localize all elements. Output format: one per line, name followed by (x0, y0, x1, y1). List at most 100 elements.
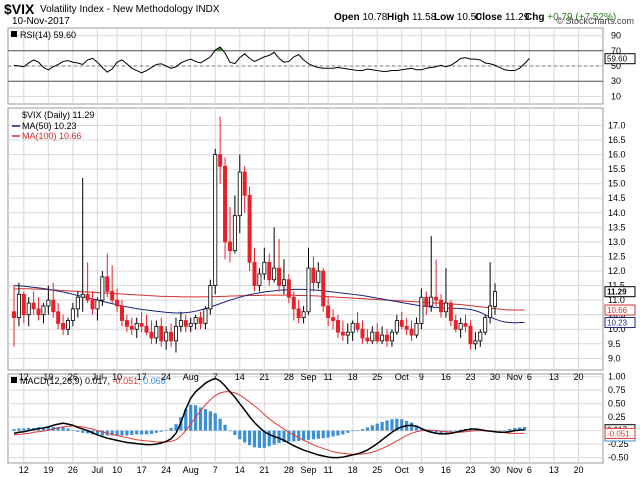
candle-body (51, 299, 56, 313)
candles (11, 116, 498, 353)
rsi-legend-text: RSI(14) 59.60 (20, 30, 76, 40)
x-tick-label: Sep (300, 372, 316, 382)
candle-body (385, 334, 390, 342)
candle-body (193, 317, 198, 324)
x-tick-label: 14 (235, 465, 245, 475)
price-tick-label: 15.0 (608, 179, 626, 189)
candle (51, 282, 56, 318)
candle (443, 268, 448, 318)
candle (134, 317, 139, 338)
rsi-line (13, 46, 530, 74)
candle-body (90, 299, 95, 310)
price-tick-label: 16.0 (608, 150, 626, 160)
candle-body (46, 299, 51, 307)
candle (483, 314, 488, 336)
candle (429, 236, 434, 312)
candle (404, 317, 409, 336)
candle-body (61, 323, 66, 330)
macd-hist-bar (95, 430, 100, 435)
candle (56, 303, 61, 330)
candle (70, 303, 75, 327)
price-tick-label: 9.0 (608, 353, 621, 363)
candle-body (321, 270, 326, 307)
candle (281, 259, 286, 295)
candle-body (188, 323, 193, 327)
candle-body (247, 194, 252, 263)
ma100-legend-text: MA(100) 10.66 (22, 131, 82, 141)
macd-hist-bar (233, 430, 237, 435)
macd-hist-bar (100, 430, 104, 436)
macd-hist-bar (169, 427, 173, 431)
candle (434, 259, 439, 306)
price-tick-label: 17.0 (608, 120, 626, 130)
x-tick-label: 30 (490, 465, 500, 475)
candle-body (370, 331, 375, 342)
candle-body (429, 296, 434, 307)
macd-hist-bar (390, 419, 394, 431)
x-tick-label: 21 (259, 465, 269, 475)
x-tick-label: 16 (441, 372, 451, 382)
rsi-tick-label: 10 (611, 91, 621, 101)
x-tick-label: 24 (161, 372, 171, 382)
price-tick-label: 14.0 (608, 208, 626, 218)
candle-body (252, 261, 257, 286)
candle-body (434, 296, 439, 301)
candle-body (129, 325, 134, 330)
rsi-tick-label: 90 (611, 31, 621, 41)
close-value: Close 11.29 (475, 12, 530, 23)
macd-hist-bar (218, 418, 222, 431)
x-tick-label: 12 (19, 465, 29, 475)
ma50-legend-text: MA(50) 10.23 (22, 121, 77, 131)
macd-hist-bar (66, 428, 70, 431)
candle (478, 329, 483, 347)
x-tick-label: 23 (465, 465, 475, 475)
candle (267, 253, 272, 286)
candle-body (281, 279, 286, 286)
macd-hist-bar (355, 430, 360, 431)
candle (414, 317, 419, 338)
candle-body (232, 215, 237, 252)
macd-hist-bar (419, 428, 423, 431)
candle-body (149, 331, 154, 339)
candle (213, 148, 218, 295)
candle-body (80, 293, 85, 298)
candle-body (488, 305, 493, 319)
candle (115, 288, 120, 312)
macd-tick-label: 0.50 (608, 399, 626, 409)
candle-body (443, 302, 448, 313)
candle-body (306, 267, 311, 313)
macd-hist-bar (213, 413, 217, 431)
x-tick-label: 14 (235, 372, 245, 382)
candle-body (291, 296, 296, 310)
x-tick-label: 28 (284, 372, 294, 382)
macd-hist-bar (336, 430, 340, 436)
candle-body (267, 261, 272, 281)
candle (296, 300, 301, 324)
candle (164, 326, 169, 350)
candle-body (183, 320, 188, 327)
candle-body (164, 331, 169, 342)
macd-hist-bar (257, 430, 262, 448)
candle (473, 332, 478, 350)
macd-hist-bar (110, 430, 114, 436)
price-tick-label: 16.5 (608, 135, 626, 145)
candle-body (380, 334, 385, 342)
macd-signal-line (13, 391, 525, 455)
chart-date: 10-Nov-2017 (12, 16, 70, 27)
candle-body (468, 325, 473, 345)
price-tick-label: 12.5 (608, 251, 626, 261)
macd-hist-bar (272, 430, 276, 445)
candle-body (144, 325, 149, 333)
candle (463, 314, 468, 333)
price-tag-box (604, 304, 636, 316)
rsi-tick-label: 50 (611, 61, 621, 71)
candle-body (350, 323, 355, 333)
candle (380, 326, 385, 344)
x-tick-label: 26 (68, 372, 78, 382)
stockcharts-logo: © StockCharts.com (556, 16, 634, 26)
symbol-title: $VIX (4, 1, 35, 17)
candle (31, 291, 36, 315)
macd-tick-label: 0.75 (608, 385, 626, 395)
